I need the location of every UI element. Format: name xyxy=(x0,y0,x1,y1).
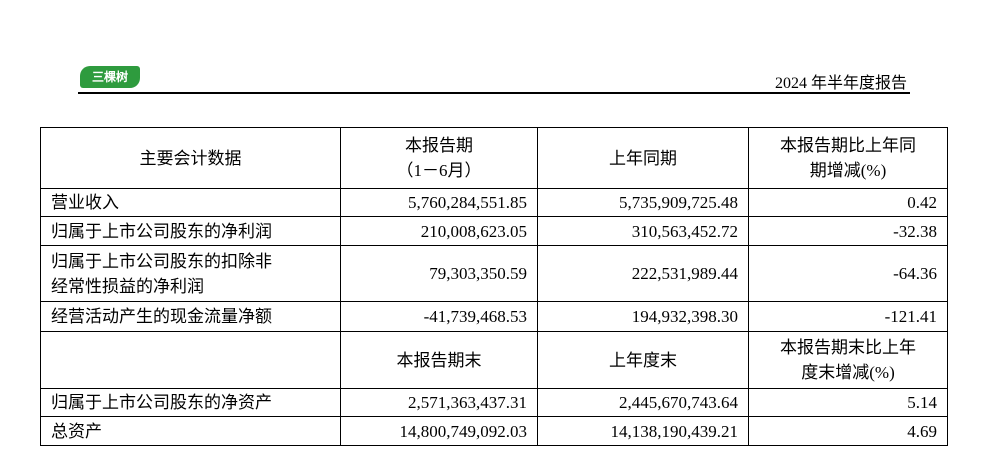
data-row: 总资产 14,800,749,092.03 14,138,190,439.21 4.6… xyxy=(40,416,948,446)
value-cell: 210,008,623.05 xyxy=(340,216,538,246)
value-cell: -121.41 xyxy=(748,301,948,332)
data-row: 营业收入 5,760,284,551.85 5,735,909,725.48 0.42 xyxy=(40,188,948,217)
header-cell: 本报告期末比上年 度末增减(%) xyxy=(748,331,948,389)
value-cell: 2,445,670,743.64 xyxy=(537,388,749,417)
header-cell: 上年同期 xyxy=(537,127,749,189)
row-label: 归属于上市公司股东的扣除非 经常性损益的净利润 xyxy=(40,245,341,302)
row-label: 总资产 xyxy=(40,416,341,446)
subheader-row: 本报告期末 上年度末 本报告期末比上年 度末增减(%) xyxy=(40,331,948,389)
data-row: 经营活动产生的现金流量净额 -41,739,468.53 194,932,398.3… xyxy=(40,301,948,332)
header-cell: 主要会计数据 xyxy=(40,127,341,189)
value-cell: -32.38 xyxy=(748,216,948,246)
value-cell: 5.14 xyxy=(748,388,948,417)
data-row: 归属于上市公司股东的扣除非 经常性损益的净利润 79,303,350.59 222,… xyxy=(40,245,948,302)
empty-cell xyxy=(40,331,341,389)
header-cell: 本报告期末 xyxy=(340,331,538,389)
header-cell: 本报告期 （1－6月） xyxy=(340,127,538,189)
header-cell: 上年度末 xyxy=(537,331,749,389)
row-label: 经营活动产生的现金流量净额 xyxy=(40,301,341,332)
value-cell: 5,760,284,551.85 xyxy=(340,188,538,217)
header-row: 主要会计数据 本报告期 （1－6月） 上年同期 本报告期比上年同 期增减(%) xyxy=(40,127,948,189)
data-row: 归属于上市公司股东的净利润 210,008,623.05 310,563,452.7… xyxy=(40,216,948,246)
header-cell: 本报告期比上年同 期增减(%) xyxy=(748,127,948,189)
logo: 三棵树 xyxy=(80,66,140,88)
financial-table: 主要会计数据 本报告期 （1－6月） 上年同期 本报告期比上年同 期增减(%) 营业收入… xyxy=(40,127,948,446)
value-cell: 4.69 xyxy=(748,416,948,446)
value-cell: 5,735,909,725.48 xyxy=(537,188,749,217)
row-label: 营业收入 xyxy=(40,188,341,217)
data-row: 归属于上市公司股东的净资产 2,571,363,437.31 2,445,670,7… xyxy=(40,388,948,417)
value-cell: 79,303,350.59 xyxy=(340,245,538,302)
report-title: 2024 年半年度报告 xyxy=(774,75,907,92)
value-cell: 14,800,749,092.03 xyxy=(340,416,538,446)
value-cell: 222,531,989.44 xyxy=(537,245,749,302)
row-label: 归属于上市公司股东的净利润 xyxy=(40,216,341,246)
value-cell: 14,138,190,439.21 xyxy=(537,416,749,446)
row-label: 归属于上市公司股东的净资产 xyxy=(40,388,341,417)
value-cell: 194,932,398.30 xyxy=(537,301,749,332)
value-cell: 2,571,363,437.31 xyxy=(340,388,538,417)
header-rule xyxy=(78,92,910,94)
value-cell: -64.36 xyxy=(748,245,948,302)
value-cell: -41,739,468.53 xyxy=(340,301,538,332)
value-cell: 0.42 xyxy=(748,188,948,217)
value-cell: 310,563,452.72 xyxy=(537,216,749,246)
